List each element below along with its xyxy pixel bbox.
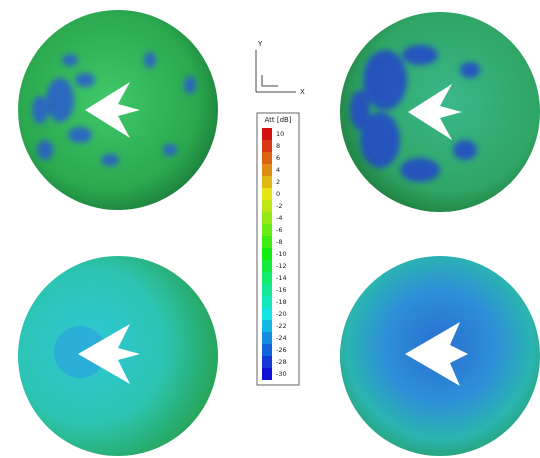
legend-swatch [262, 128, 272, 140]
legend-label: 6 [276, 154, 280, 162]
legend-label: -10 [276, 250, 287, 258]
legend-label: -26 [276, 346, 287, 354]
legend-label: -22 [276, 322, 287, 330]
axis-label-y: Y [257, 40, 263, 48]
legend-label: -30 [276, 370, 287, 378]
legend-label: -12 [276, 262, 287, 270]
axes-icon [256, 50, 296, 92]
legend-label: -18 [276, 298, 287, 306]
legend-swatch [262, 368, 272, 380]
legend-swatch [262, 152, 272, 164]
legend-swatch [262, 200, 272, 212]
legend-label: 4 [276, 166, 280, 174]
legend-swatch [262, 164, 272, 176]
legend-label: -2 [276, 202, 282, 210]
sphere-bottom-right [340, 256, 540, 456]
legend-label: -28 [276, 358, 287, 366]
axis-label-x: X [300, 88, 305, 96]
legend-label: -24 [276, 334, 287, 342]
legend-swatch [262, 236, 272, 248]
sphere-bottom-left [18, 256, 218, 456]
legend-swatch [262, 356, 272, 368]
legend-label: -14 [276, 274, 287, 282]
legend-title: Att [dB] [264, 116, 291, 124]
legend-label: -16 [276, 286, 287, 294]
sphere-top-left [18, 10, 218, 210]
legend-swatch [262, 284, 272, 296]
legend-swatch [262, 296, 272, 308]
legend-swatch [262, 260, 272, 272]
legend-swatch [262, 320, 272, 332]
page: Y X Att [dB] 10 8 6 4 2 0 -2 -4 -6 -8 -10 -12 -14 -16… [0, 0, 540, 458]
legend-swatch [262, 344, 272, 356]
legend-swatch [262, 332, 272, 344]
legend-label: 0 [276, 190, 280, 198]
legend-label: 8 [276, 142, 280, 150]
legend-swatch [262, 248, 272, 260]
legend-swatch [262, 224, 272, 236]
legend-swatch [262, 176, 272, 188]
sphere-top-right [340, 12, 540, 212]
legend-swatch [262, 188, 272, 200]
legend-label: 2 [276, 178, 280, 186]
legend-swatch [262, 140, 272, 152]
legend-swatch [262, 212, 272, 224]
legend-label: 10 [276, 130, 284, 138]
legend-label: -20 [276, 310, 287, 318]
figure: Y X Att [dB] 10 8 6 4 2 0 -2 -4 -6 -8 -10 -12 -14 -16… [0, 0, 540, 458]
legend-label: -8 [276, 238, 282, 246]
legend: Att [dB] 10 8 6 4 2 0 -2 -4 -6 -8 -10 -12 -14 -16 -18 -… [257, 113, 299, 385]
legend-label: -4 [276, 214, 282, 222]
legend-swatch [262, 272, 272, 284]
legend-label: -6 [276, 226, 282, 234]
legend-swatch [262, 308, 272, 320]
